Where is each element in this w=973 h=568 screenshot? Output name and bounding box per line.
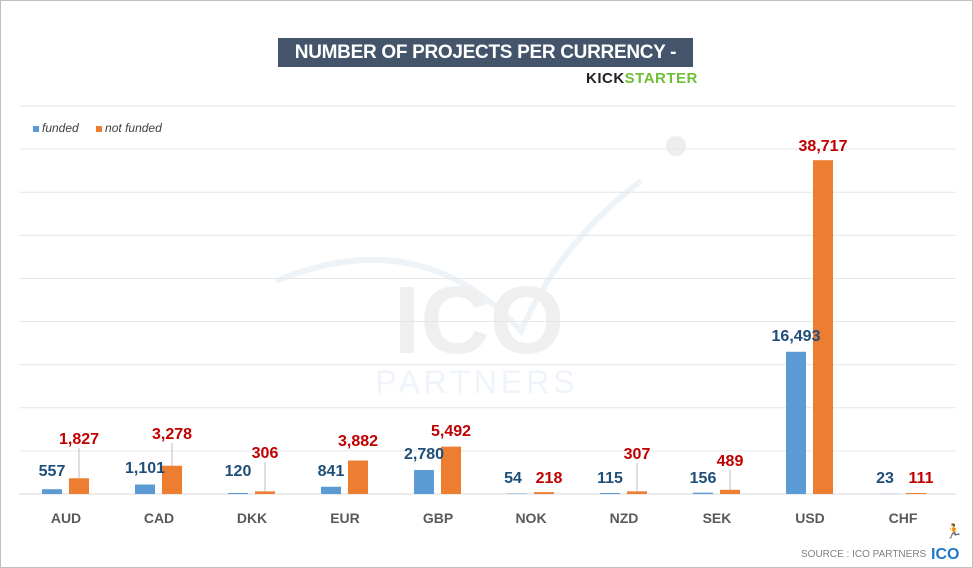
- data-label-not-funded-eur: 3,882: [338, 433, 378, 450]
- bar-not-funded-gbp: [441, 446, 461, 494]
- bar-funded-nzd: [600, 493, 620, 494]
- bar-funded-sek: [693, 492, 713, 494]
- data-label-not-funded-nzd: 307: [624, 446, 651, 463]
- bar-funded-cad: [135, 484, 155, 494]
- bar-funded-dkk: [228, 492, 248, 494]
- data-label-funded-eur: 841: [318, 463, 345, 480]
- bar-not-funded-cad: [162, 465, 182, 494]
- logo-starter: STARTER: [624, 70, 698, 87]
- watermark-arc: [274, 178, 643, 337]
- watermark-big: ICO: [394, 267, 565, 374]
- x-tick-label: GBP: [423, 510, 453, 526]
- data-label-funded-nzd: 115: [597, 470, 623, 487]
- data-label-funded-nok: 54: [504, 470, 522, 487]
- data-label-funded-gbp: 2,780: [404, 446, 444, 463]
- data-label-funded-usd: 16,493: [772, 328, 821, 345]
- runner-icon: 🏃: [945, 523, 963, 539]
- legend-item-not-funded: not funded: [96, 121, 162, 135]
- data-label-not-funded-usd: 38,717: [799, 138, 848, 155]
- bar-not-funded-eur: [348, 460, 368, 494]
- bar-not-funded-dkk: [255, 491, 275, 494]
- watermark-small: PARTNERS: [375, 364, 578, 400]
- x-tick-label: CHF: [889, 510, 918, 526]
- x-tick-label: DKK: [237, 510, 267, 526]
- data-label-not-funded-cad: 3,278: [152, 426, 192, 443]
- x-tick-label: AUD: [51, 510, 81, 526]
- data-label-funded-chf: 23: [876, 470, 894, 487]
- kickstarter-logo: KICKSTARTER: [586, 70, 698, 87]
- bar-not-funded-aud: [69, 478, 89, 494]
- bar-not-funded-sek: [720, 489, 740, 494]
- bar-not-funded-nok: [534, 492, 554, 494]
- data-label-funded-sek: 156: [690, 470, 717, 487]
- x-tick-label: EUR: [330, 510, 360, 526]
- data-label-not-funded-nok: 218: [536, 470, 563, 487]
- legend-swatch-funded: [33, 125, 39, 132]
- bar-funded-gbp: [414, 470, 434, 494]
- x-tick-label: NOK: [515, 510, 546, 526]
- data-label-not-funded-aud: 1,827: [59, 431, 99, 448]
- bar-funded-usd: [786, 351, 806, 494]
- bar-not-funded-usd: [813, 160, 833, 495]
- data-label-funded-dkk: 120: [225, 463, 252, 480]
- legend-swatch-not-funded: [96, 125, 103, 132]
- legend-label-not-funded: not funded: [105, 121, 162, 135]
- legend-item-funded: funded: [33, 121, 79, 135]
- legend-label-funded: funded: [42, 121, 79, 135]
- logo-kick: KICK: [586, 70, 625, 87]
- bar-not-funded-nzd: [627, 491, 647, 494]
- ico-logo: ICO: [931, 546, 960, 563]
- x-tick-label: SEK: [703, 510, 732, 526]
- data-label-not-funded-dkk: 306: [252, 445, 279, 462]
- watermark: ICO PARTNERS: [274, 136, 686, 400]
- x-tick-label: USD: [795, 510, 825, 526]
- data-label-funded-cad: 1,101: [125, 460, 165, 477]
- bar-funded-eur: [321, 486, 341, 494]
- data-label-funded-aud: 557: [39, 463, 66, 480]
- bar-funded-aud: [42, 489, 62, 494]
- watermark-runner-icon: [666, 136, 686, 156]
- data-label-not-funded-sek: 489: [717, 453, 744, 470]
- chart-title: NUMBER OF PROJECTS PER CURRENCY - 2015: [278, 38, 693, 92]
- data-label-not-funded-chf: 111: [909, 470, 934, 487]
- x-tick-label: CAD: [144, 510, 174, 526]
- bar-not-funded-chf: [906, 493, 926, 494]
- legend: funded not funded: [33, 121, 176, 135]
- x-tick-label: NZD: [610, 510, 639, 526]
- source-note: SOURCE : ICO PARTNERS: [801, 549, 927, 560]
- data-label-not-funded-gbp: 5,492: [431, 423, 471, 440]
